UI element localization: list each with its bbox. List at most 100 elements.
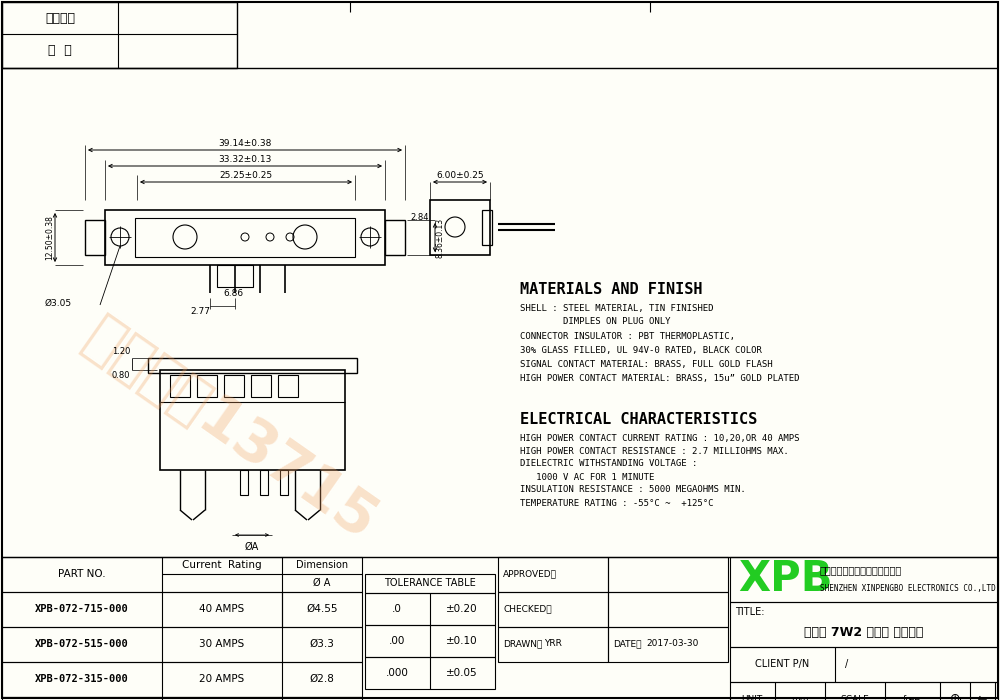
Text: ±0.05: ±0.05	[446, 668, 478, 678]
Text: Current  Rating: Current Rating	[182, 560, 262, 570]
Text: TOLERANCE TABLE: TOLERANCE TABLE	[384, 578, 476, 588]
Text: free: free	[903, 694, 921, 700]
Bar	[278, 375, 298, 397]
Text: ØA: ØA	[245, 542, 259, 552]
Text: SIGNAL CONTACT MATERIAL: BRASS, FULL GOLD FLASH: SIGNAL CONTACT MATERIAL: BRASS, FULL GOL…	[520, 360, 773, 368]
Bar	[430, 200, 490, 255]
Text: APPROVED：: APPROVED：	[503, 570, 557, 578]
Text: 鑫鵬博：13715: 鑫鵬博：13715	[73, 308, 387, 552]
Bar	[608, 627, 728, 662]
Text: ±0.20: ±0.20	[446, 604, 478, 614]
Bar	[608, 592, 728, 627]
Bar	[2, 2, 237, 68]
Text: HIGH POWER CONTACT MATERIAL: BRASS, 15u” GOLD PLATED: HIGH POWER CONTACT MATERIAL: BRASS, 15u”…	[520, 374, 800, 382]
Text: .0: .0	[392, 604, 402, 614]
Text: TITLE:: TITLE:	[735, 607, 765, 617]
Text: 大电流 7W2 焊线式 公头光孔: 大电流 7W2 焊线式 公头光孔	[804, 626, 924, 638]
Bar	[224, 375, 244, 397]
Text: Ø4.55: Ø4.55	[306, 604, 338, 614]
Bar	[170, 375, 190, 397]
Text: Ø3.3: Ø3.3	[310, 639, 334, 649]
Text: PART NO.: PART NO.	[58, 569, 106, 579]
Text: XPB-072-715-000: XPB-072-715-000	[35, 604, 129, 614]
Text: 2.84: 2.84	[410, 214, 428, 223]
Text: ±0.10: ±0.10	[446, 636, 478, 646]
Text: HIGH POWER CONTACT CURRENT RATING : 10,20,OR 40 AMPS: HIGH POWER CONTACT CURRENT RATING : 10,2…	[520, 433, 800, 442]
Text: CLIENT P/N: CLIENT P/N	[755, 659, 809, 669]
Text: 6.00±0.25: 6.00±0.25	[436, 171, 484, 179]
Bar	[730, 602, 998, 647]
Text: INSULATION RESISTANCE : 5000 MEGAOHMS MIN.: INSULATION RESISTANCE : 5000 MEGAOHMS MI…	[520, 486, 746, 494]
Bar	[260, 470, 268, 495]
Text: TEMPERATURE RATING : -55°C ~  +125°C: TEMPERATURE RATING : -55°C ~ +125°C	[520, 498, 714, 508]
Text: 1.20: 1.20	[112, 347, 130, 356]
Text: ⇐: ⇐	[977, 692, 987, 700]
Bar	[240, 470, 248, 495]
Text: SCALE: SCALE	[841, 694, 869, 700]
Text: DIELECTRIC WITHSTANDING VOLTAGE :: DIELECTRIC WITHSTANDING VOLTAGE :	[520, 459, 697, 468]
Text: Ø3.05: Ø3.05	[45, 298, 72, 307]
Text: 日  期: 日 期	[48, 45, 72, 57]
Text: 30% GLASS FILLED, UL 94V-0 RATED, BLACK COLOR: 30% GLASS FILLED, UL 94V-0 RATED, BLACK …	[520, 346, 762, 354]
Text: XPB-072-515-000: XPB-072-515-000	[35, 639, 129, 649]
Text: UNIT: UNIT	[741, 694, 763, 700]
Text: 30 AMPS: 30 AMPS	[199, 639, 245, 649]
Bar	[148, 358, 357, 373]
Text: CHECKED：: CHECKED：	[503, 605, 552, 613]
Text: 25.25±0.25: 25.25±0.25	[219, 171, 273, 179]
Bar	[385, 220, 405, 255]
Text: DATE：: DATE：	[613, 640, 642, 648]
Bar	[2, 662, 362, 697]
Bar	[730, 682, 998, 700]
Text: SHELL : STEEL MATERIAL, TIN FINISHED: SHELL : STEEL MATERIAL, TIN FINISHED	[520, 304, 714, 312]
Text: Dimension: Dimension	[296, 560, 348, 570]
Text: SHENZHEN XINPENGBO ELECTRONICS CO.,LTD: SHENZHEN XINPENGBO ELECTRONICS CO.,LTD	[820, 584, 996, 593]
Text: ELECTRICAL CHARACTERISTICS: ELECTRICAL CHARACTERISTICS	[520, 412, 757, 428]
Text: HIGH POWER CONTACT RESISTANCE : 2.7 MILLIOHMS MAX.: HIGH POWER CONTACT RESISTANCE : 2.7 MILL…	[520, 447, 789, 456]
Text: Ø2.8: Ø2.8	[310, 674, 334, 684]
Bar	[197, 375, 217, 397]
Text: 客户确认: 客户确认	[45, 11, 75, 25]
Text: CONNECTOR INSULATOR : PBT THERMOPLASTIC,: CONNECTOR INSULATOR : PBT THERMOPLASTIC,	[520, 332, 735, 340]
Text: DRAWN：: DRAWN：	[503, 640, 542, 648]
Text: 深圳市鑫鹏博电子科技有限公司: 深圳市鑫鹏博电子科技有限公司	[820, 566, 902, 575]
Bar	[498, 557, 608, 592]
Bar	[482, 210, 492, 245]
Bar	[498, 627, 608, 662]
Bar	[730, 557, 998, 602]
Text: 20 AMPS: 20 AMPS	[199, 674, 245, 684]
Bar	[2, 592, 362, 627]
Text: .00: .00	[389, 636, 405, 646]
Bar	[280, 470, 288, 495]
Text: 6.86: 6.86	[223, 288, 243, 298]
Bar	[498, 592, 608, 627]
Text: 2.77: 2.77	[190, 307, 210, 316]
Bar	[217, 265, 253, 287]
Bar	[2, 557, 362, 592]
Text: 12.50±0.38: 12.50±0.38	[46, 215, 54, 260]
Text: 1000 V AC FOR 1 MINUTE: 1000 V AC FOR 1 MINUTE	[520, 473, 654, 482]
Bar	[135, 218, 355, 257]
Text: XPB-072-315-000: XPB-072-315-000	[35, 674, 129, 684]
Text: .000: .000	[386, 668, 408, 678]
Bar	[251, 375, 271, 397]
Bar	[105, 210, 385, 265]
Text: 39.14±0.38: 39.14±0.38	[218, 139, 272, 148]
Text: DIMPLES ON PLUG ONLY: DIMPLES ON PLUG ONLY	[520, 318, 670, 326]
Bar	[365, 657, 495, 689]
Text: YRR: YRR	[544, 640, 562, 648]
Text: XPB: XPB	[738, 558, 832, 600]
Bar	[730, 698, 998, 700]
Bar	[2, 697, 362, 700]
Bar	[365, 625, 495, 657]
Text: 8.36±0.13: 8.36±0.13	[436, 218, 444, 258]
Bar	[2, 627, 362, 662]
Text: 33.32±0.13: 33.32±0.13	[218, 155, 272, 164]
Bar	[608, 557, 728, 592]
Text: Ø A: Ø A	[313, 578, 331, 588]
Text: 40 AMPS: 40 AMPS	[199, 604, 245, 614]
Text: /: /	[845, 659, 848, 669]
Bar	[160, 370, 345, 470]
Bar	[730, 647, 998, 682]
Bar	[365, 574, 495, 593]
